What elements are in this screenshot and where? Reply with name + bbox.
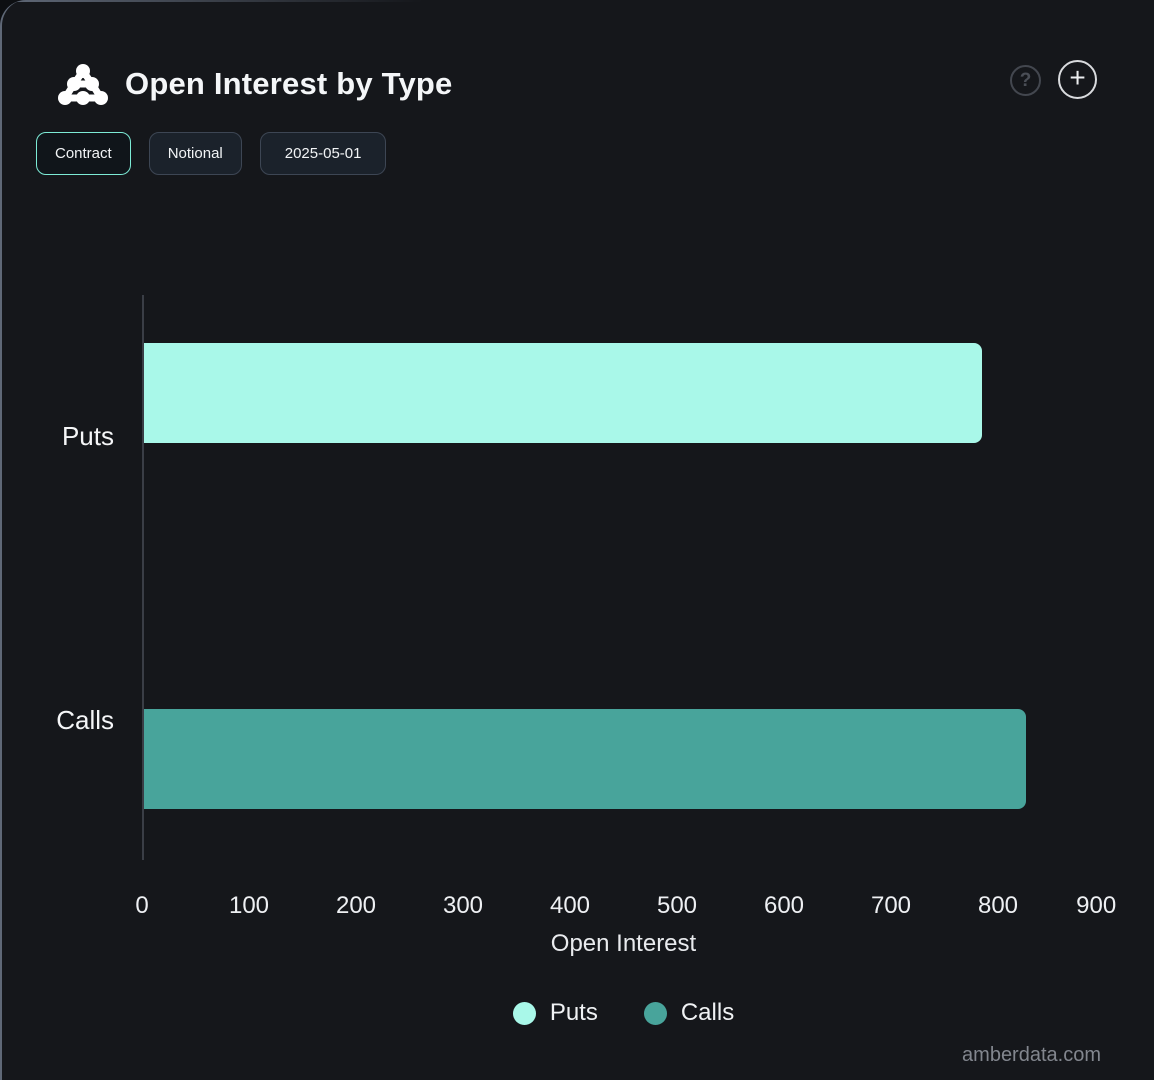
card-top-border [2, 0, 422, 2]
x-axis-ticks: 0 100 200 300 400 500 600 700 800 900 [135, 892, 1116, 922]
legend-dot-calls [643, 1001, 667, 1025]
category-label-calls: Calls [56, 705, 114, 735]
legend-item-puts[interactable]: Puts [512, 999, 598, 1027]
x-tick-label: 400 [549, 892, 591, 919]
legend-dot-puts [512, 1001, 536, 1025]
x-tick-label: 900 [1076, 892, 1117, 919]
plus-glyph: + [1069, 62, 1086, 93]
category-label-puts: Puts [61, 421, 114, 451]
watermark: amberdata.com [962, 1044, 1101, 1066]
legend-item-calls[interactable]: Calls [643, 999, 735, 1027]
x-tick-label: 500 [656, 892, 698, 919]
x-axis-title: Open Interest [550, 930, 697, 957]
x-tick-label: 0 [135, 892, 149, 919]
header: Open Interest by Type ? + [2, 0, 1154, 120]
amberdata-logo-icon [58, 64, 108, 105]
page-title: Open Interest by Type [125, 66, 453, 101]
bar-puts[interactable] [144, 343, 982, 443]
help-icon[interactable]: ? [1010, 65, 1041, 96]
legend-label-calls: Calls [680, 999, 735, 1026]
x-tick-label: 600 [763, 892, 805, 919]
contract-toggle-button[interactable]: Contract [36, 132, 131, 175]
x-tick-label: 100 [228, 892, 270, 919]
x-tick-label: 200 [335, 892, 377, 919]
x-tick-label: 300 [442, 892, 484, 919]
y-axis-line [142, 295, 144, 860]
notional-toggle-button[interactable]: Notional [148, 132, 242, 175]
chart-legend: Puts Calls [142, 999, 1105, 1027]
bar-calls[interactable] [144, 709, 1026, 809]
legend-label-puts: Puts [549, 999, 598, 1026]
toolbar: Contract Notional 2025-05-01 [36, 132, 387, 175]
add-icon[interactable]: + [1058, 60, 1097, 99]
help-glyph: ? [1019, 69, 1032, 91]
x-tick-label: 800 [977, 892, 1019, 919]
date-filter-button[interactable]: 2025-05-01 [259, 132, 387, 175]
x-tick-label: 700 [870, 892, 912, 919]
